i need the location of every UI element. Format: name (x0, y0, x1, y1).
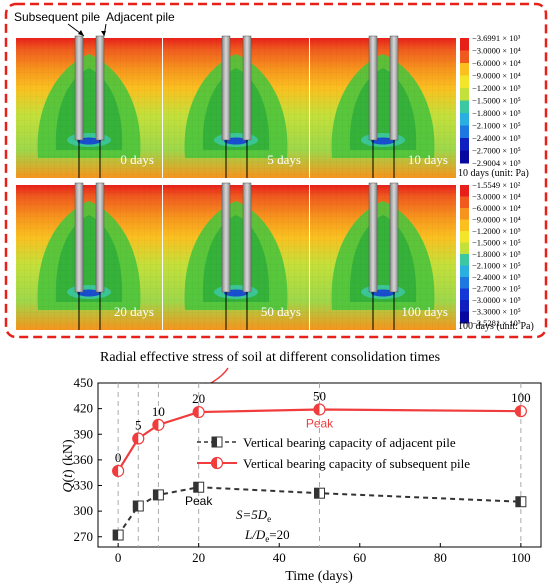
y-tick-label: 390 (74, 426, 94, 441)
scale-tick-label: −2.1000 × 10⁵ (472, 261, 521, 271)
panel-time-label: 100 days (401, 304, 448, 319)
y-tick-label: 420 (74, 401, 94, 416)
peak-label: Peak (185, 494, 213, 508)
pile (95, 182, 105, 293)
scale-tick-label: −3.0000 × 10⁵ (472, 295, 521, 305)
panel-time-label: 20 days (114, 304, 154, 319)
y-tick-label: 300 (74, 503, 94, 518)
pile (221, 182, 231, 293)
series-line (117, 408, 521, 472)
y-axis-title: Q(t) (kN) (61, 439, 76, 493)
series-adjacent-pile (112, 481, 527, 541)
pile (242, 182, 252, 293)
pile (221, 35, 231, 141)
x-tick-label: 80 (434, 550, 447, 565)
x-tick-label: 60 (353, 550, 366, 565)
scale-tick-label: −1.8000 × 10⁵ (472, 249, 521, 259)
contour-frame (4, 2, 548, 339)
pile (74, 35, 84, 141)
colour-scales: −3.6991 × 10³−3.0000 × 10⁴−6.0000 × 10⁴−… (458, 33, 534, 332)
y-tick-label: 270 (74, 529, 94, 544)
scale-tick-label: −6.0000 × 10⁴ (472, 58, 521, 68)
point-day-label: 10 (152, 404, 165, 419)
scale-tick-label: −2.7000 × 10⁵ (472, 146, 521, 156)
y-tick-label: 450 (74, 375, 94, 390)
scale-tick-label: −2.4000 × 10⁵ (472, 133, 521, 143)
scale-tick-label: −9.0000 × 10⁴ (472, 215, 521, 225)
scale-tick-label: −1.5000 × 10⁵ (472, 96, 521, 106)
y-axis-ticks: 270 300 330 360 390 420 450 (74, 375, 102, 544)
contour-panel: 100 days (310, 182, 456, 330)
scale-title: 100 days (unit: Pa) (458, 321, 534, 332)
x-tick-label: 40 (273, 550, 286, 565)
y-tick-label: 360 (74, 452, 94, 467)
pile (74, 182, 84, 293)
series-subsequent-pile (112, 403, 527, 478)
contour-panel: 10 days (310, 35, 456, 178)
x-axis-title: Time (days) (285, 569, 353, 584)
scale-tick-label: −6.0000 × 10⁴ (472, 203, 521, 213)
point-day-label: 5 (135, 418, 142, 433)
legend-adjacent: Vertical bearing capacity of adjacent pi… (243, 435, 456, 450)
series-group (112, 403, 527, 541)
scale-tick-label: −9.0000 × 10⁴ (472, 71, 521, 81)
contour-panel: 5 days (163, 35, 309, 178)
scale-tick-label: −2.7000 × 10⁵ (472, 284, 521, 294)
point-labels: 0 5 10 20 50 100 Peak Peak (115, 388, 531, 508)
x-axis-ticks: 0 20 40 60 80 100 (115, 543, 531, 565)
panel-time-label: 0 days (120, 152, 154, 167)
scale-tick-label: −1.5549 × 10² (472, 180, 521, 190)
pile (368, 182, 378, 293)
scale-tick-label: −1.2000 × 10⁵ (472, 83, 521, 93)
adjacent-pile-label: Adjacent pile (106, 10, 175, 24)
colour-scale: −3.6991 × 10³ −3.0000 × 10⁴ −6.0000 × 10⁴ −… (458, 33, 529, 179)
scale-tick-label: −3.5281 × 10⁵ (472, 318, 521, 328)
scale-tick-label: −3.6991 × 10³ (472, 33, 521, 43)
spacing-annotation: S=5De (236, 507, 271, 524)
scale-tick-label: −3.3000 × 10⁵ (472, 307, 521, 317)
bearing-capacity-chart: 0 20 40 60 80 100 270 300 330 360 390 420 450 0 5 10 2… (74, 375, 542, 565)
contour-panel: 20 days (16, 182, 162, 330)
pile (368, 35, 378, 141)
contour-panel: 50 days (163, 182, 309, 330)
length-annotation: L/De=20 (244, 527, 290, 544)
legend-subsequent: Vertical bearing capacity of subsequent … (243, 456, 470, 471)
scale-tick-label: −2.4000 × 10⁵ (472, 272, 521, 282)
pile (389, 182, 399, 293)
scale-tick-label: −2.9004 × 10⁵ (472, 158, 521, 168)
point-day-label: 0 (115, 450, 122, 465)
x-tick-label: 0 (115, 550, 122, 565)
scale-tick-label: −1.8000 × 10⁵ (472, 108, 521, 118)
panel-time-label: 10 days (408, 152, 448, 167)
pile (389, 35, 399, 141)
point-day-label: 20 (192, 391, 205, 406)
subsequent-pile-label: Subsequent pile (14, 10, 100, 24)
panel-time-label: 5 days (267, 152, 301, 167)
pile (242, 35, 252, 141)
contour-panel: 0 days (16, 35, 162, 178)
y-tick-label: 330 (74, 478, 94, 493)
point-day-label: 50 (313, 388, 326, 403)
scale-tick-label: −1.2000 × 10⁵ (472, 226, 521, 236)
peak-label: Peak (306, 416, 334, 430)
contour-panels: 0 days 5 days 10 days 20 days 50 days 100 day… (16, 35, 456, 330)
legend: Vertical bearing capacity of adjacent pi… (197, 435, 470, 471)
x-tick-label: 100 (511, 550, 531, 565)
panel-time-label: 50 days (261, 304, 301, 319)
scale-tick-label: −3.0000 × 10⁴ (472, 192, 521, 202)
colour-scale: −1.5549 × 10² −3.0000 × 10⁴−6.0000 × 10⁴ −… (458, 180, 534, 332)
scale-title: 10 days (unit: Pa) (458, 168, 529, 179)
pile (95, 35, 105, 141)
scale-tick-label: −1.5000 × 10⁵ (472, 238, 521, 248)
x-tick-label: 20 (192, 550, 205, 565)
point-day-label: 100 (511, 390, 531, 405)
contour-caption: Radial effective stress of soil at diffe… (100, 350, 440, 365)
scale-tick-label: −2.1000 × 10⁵ (472, 121, 521, 131)
scale-tick-label: −3.0000 × 10⁴ (472, 46, 521, 56)
